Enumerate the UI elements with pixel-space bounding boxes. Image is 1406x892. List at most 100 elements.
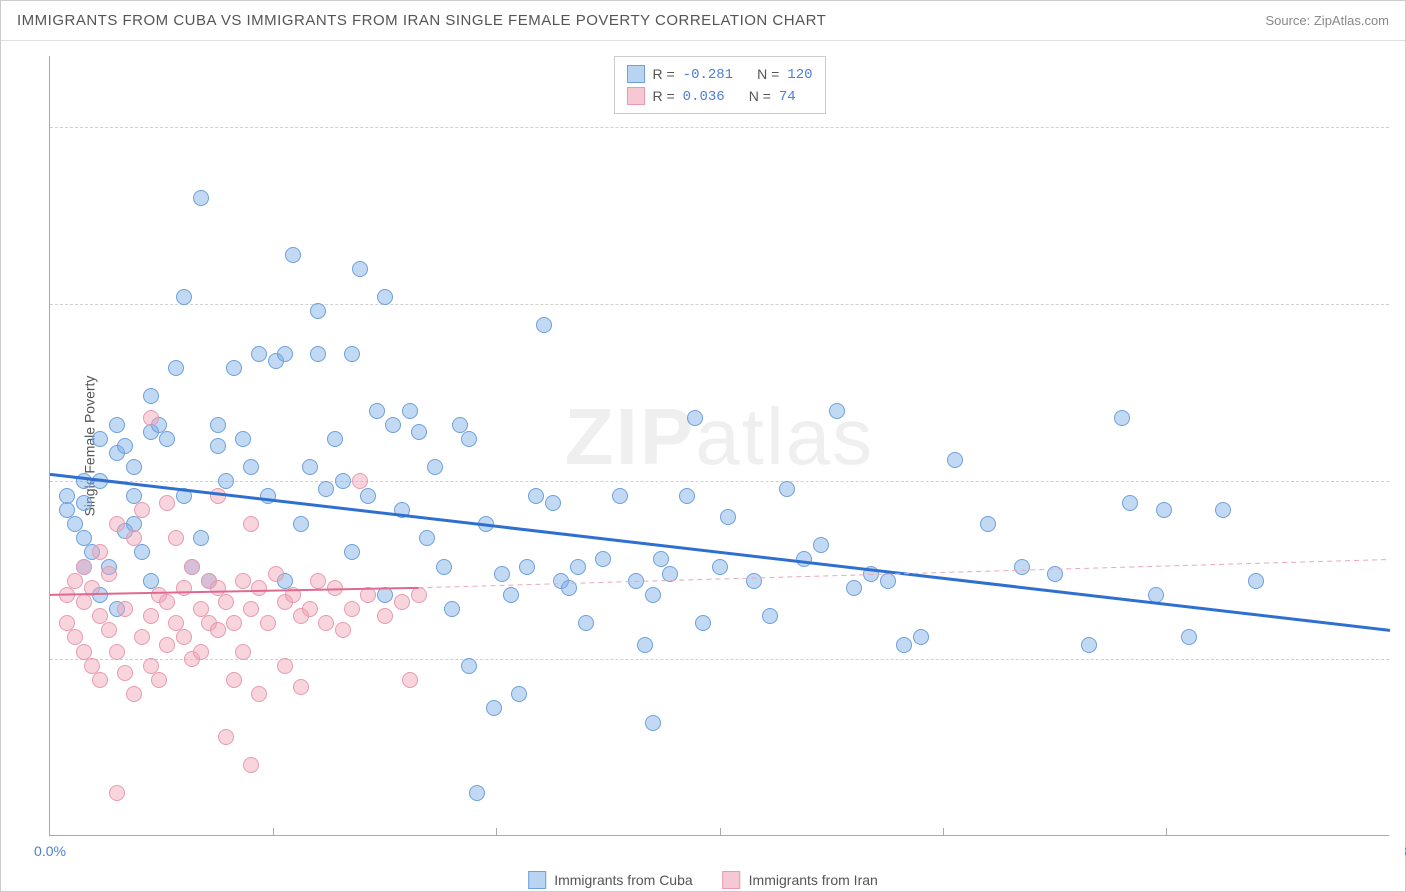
scatter-point bbox=[469, 785, 485, 801]
scatter-point bbox=[1215, 502, 1231, 518]
scatter-point bbox=[151, 672, 167, 688]
scatter-point bbox=[59, 587, 75, 603]
scatter-point bbox=[436, 559, 452, 575]
scatter-point bbox=[117, 665, 133, 681]
scatter-point bbox=[268, 566, 284, 582]
scatter-point bbox=[134, 544, 150, 560]
scatter-point bbox=[101, 622, 117, 638]
scatter-point bbox=[1122, 495, 1138, 511]
scatter-point bbox=[536, 317, 552, 333]
scatter-point bbox=[59, 488, 75, 504]
scatter-point bbox=[318, 615, 334, 631]
swatch-cuba bbox=[528, 871, 546, 889]
scatter-point bbox=[134, 629, 150, 645]
scatter-point bbox=[193, 190, 209, 206]
scatter-point bbox=[159, 495, 175, 511]
scatter-point bbox=[117, 601, 133, 617]
scatter-point bbox=[76, 594, 92, 610]
scatter-point bbox=[662, 566, 678, 582]
scatter-point bbox=[126, 530, 142, 546]
scatter-point bbox=[1148, 587, 1164, 603]
scatter-point bbox=[863, 566, 879, 582]
scatter-point bbox=[277, 658, 293, 674]
scatter-point bbox=[419, 530, 435, 546]
scatter-point bbox=[210, 488, 226, 504]
chart-source: Source: ZipAtlas.com bbox=[1265, 13, 1389, 28]
n-label: N = bbox=[749, 88, 771, 104]
scatter-point bbox=[218, 473, 234, 489]
scatter-point bbox=[168, 530, 184, 546]
scatter-point bbox=[117, 438, 133, 454]
scatter-point bbox=[285, 587, 301, 603]
scatter-point bbox=[444, 601, 460, 617]
scatter-point bbox=[327, 580, 343, 596]
scatter-point bbox=[176, 580, 192, 596]
scatter-point bbox=[360, 488, 376, 504]
scatter-point bbox=[528, 488, 544, 504]
scatter-point bbox=[143, 388, 159, 404]
scatter-point bbox=[335, 473, 351, 489]
scatter-point bbox=[243, 516, 259, 532]
scatter-point bbox=[427, 459, 443, 475]
scatter-point bbox=[896, 637, 912, 653]
scatter-point bbox=[210, 622, 226, 638]
scatter-point bbox=[126, 459, 142, 475]
scatter-point bbox=[235, 573, 251, 589]
trend-lines bbox=[50, 56, 1390, 836]
scatter-point bbox=[184, 559, 200, 575]
scatter-point bbox=[377, 587, 393, 603]
scatter-point bbox=[126, 686, 142, 702]
scatter-point bbox=[243, 757, 259, 773]
scatter-point bbox=[293, 516, 309, 532]
scatter-point bbox=[679, 488, 695, 504]
y-tick-label: 25.0% bbox=[1394, 473, 1406, 489]
scatter-point bbox=[385, 417, 401, 433]
scatter-point bbox=[210, 438, 226, 454]
legend-item-cuba: Immigrants from Cuba bbox=[528, 871, 692, 889]
scatter-point bbox=[218, 594, 234, 610]
scatter-point bbox=[1181, 629, 1197, 645]
scatter-point bbox=[478, 516, 494, 532]
r-value-iran: 0.036 bbox=[683, 89, 725, 105]
gridline-vertical bbox=[720, 828, 721, 836]
scatter-point bbox=[695, 615, 711, 631]
scatter-point bbox=[687, 410, 703, 426]
scatter-point bbox=[1114, 410, 1130, 426]
scatter-point bbox=[235, 644, 251, 660]
scatter-point bbox=[226, 672, 242, 688]
gridline-horizontal bbox=[50, 481, 1389, 482]
scatter-point bbox=[377, 289, 393, 305]
scatter-point bbox=[1014, 559, 1030, 575]
scatter-point bbox=[310, 573, 326, 589]
scatter-point bbox=[176, 629, 192, 645]
y-tick-label: 37.5% bbox=[1394, 296, 1406, 312]
scatter-point bbox=[461, 658, 477, 674]
scatter-point bbox=[92, 473, 108, 489]
scatter-point bbox=[352, 473, 368, 489]
scatter-point bbox=[394, 502, 410, 518]
scatter-point bbox=[92, 431, 108, 447]
scatter-point bbox=[813, 537, 829, 553]
scatter-point bbox=[779, 481, 795, 497]
scatter-point bbox=[210, 417, 226, 433]
y-tick-label: 12.5% bbox=[1394, 651, 1406, 667]
r-value-cuba: -0.281 bbox=[683, 67, 733, 83]
scatter-point bbox=[947, 452, 963, 468]
scatter-point bbox=[461, 431, 477, 447]
chart-container: IMMIGRANTS FROM CUBA VS IMMIGRANTS FROM … bbox=[0, 0, 1406, 892]
scatter-point bbox=[335, 622, 351, 638]
scatter-point bbox=[411, 424, 427, 440]
scatter-point bbox=[310, 303, 326, 319]
scatter-point bbox=[628, 573, 644, 589]
scatter-point bbox=[913, 629, 929, 645]
scatter-point bbox=[260, 488, 276, 504]
scatter-point bbox=[1156, 502, 1172, 518]
scatter-point bbox=[394, 594, 410, 610]
scatter-point bbox=[612, 488, 628, 504]
x-tick-label: 0.0% bbox=[34, 843, 66, 859]
scatter-point bbox=[595, 551, 611, 567]
scatter-point bbox=[143, 608, 159, 624]
correlation-legend: R = -0.281 N = 120 R = 0.036 N = 74 bbox=[613, 56, 825, 114]
scatter-point bbox=[67, 573, 83, 589]
scatter-point bbox=[519, 559, 535, 575]
